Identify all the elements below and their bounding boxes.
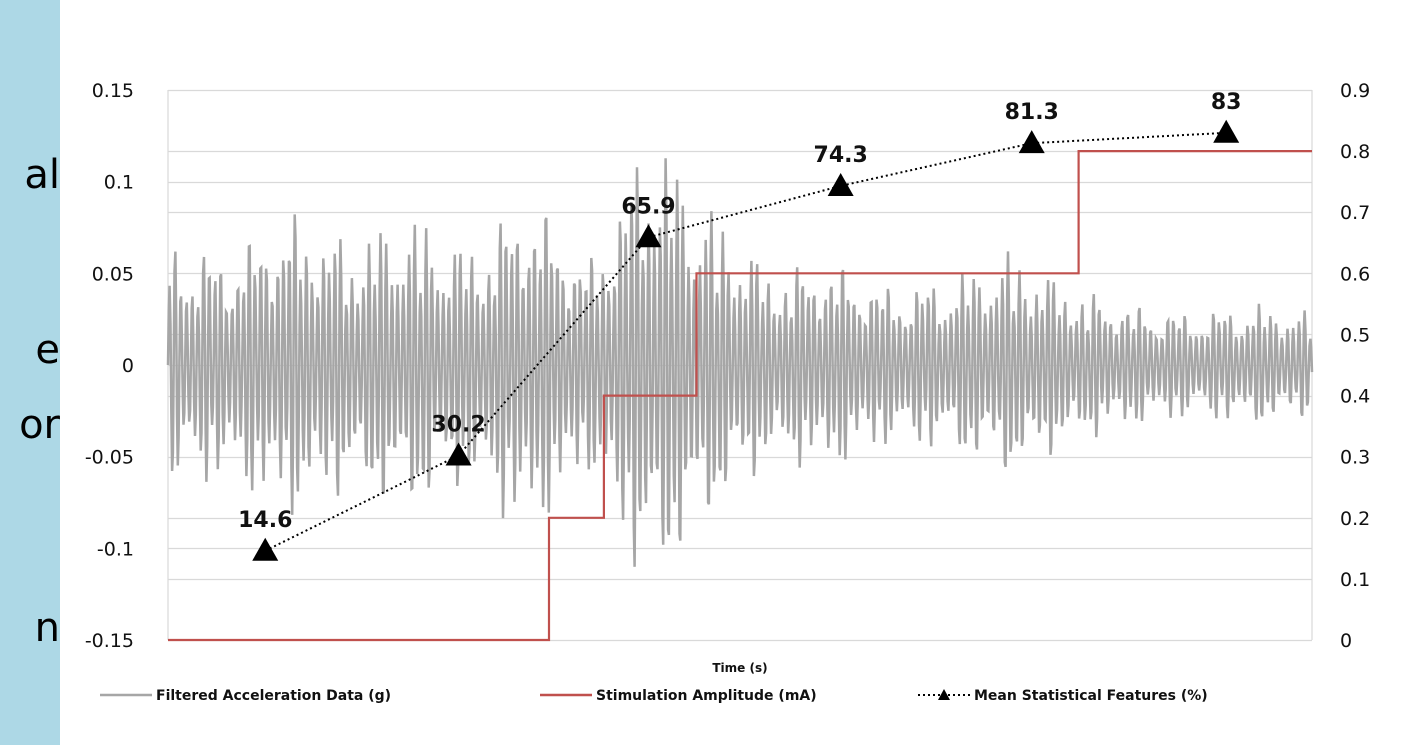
left-panel: al e or n bbox=[0, 0, 60, 745]
y-axis-left: 0.15 0.1 0.05 0 -0.05 -0.1 -0.15 bbox=[85, 80, 134, 652]
data-point-marker bbox=[445, 442, 472, 466]
y-tick-label-right: 0.9 bbox=[1340, 80, 1370, 102]
x-axis-label: Time (s) bbox=[712, 661, 767, 675]
y-tick-label-left: 0.05 bbox=[92, 263, 134, 285]
data-point-marker bbox=[1018, 130, 1045, 154]
data-point-marker bbox=[252, 537, 279, 561]
y-tick-label-right: 0.1 bbox=[1340, 569, 1370, 591]
y-tick-label-right: 0.8 bbox=[1340, 141, 1370, 163]
legend: Filtered Acceleration Data (g) Stimulatio… bbox=[100, 688, 1208, 704]
chart: 0.150.10.050-0.05-0.1-0.15 0.90.80.70.60… bbox=[85, 80, 1370, 704]
legend-label: Filtered Acceleration Data (g) bbox=[156, 688, 391, 704]
legend-marker bbox=[938, 689, 950, 700]
y-tick-label-left: -0.1 bbox=[97, 538, 134, 560]
y-tick-label-left: 0.15 bbox=[92, 80, 134, 102]
panel-text-fragment: n bbox=[34, 608, 60, 648]
y-tick-label-right: 0.3 bbox=[1340, 447, 1370, 469]
panel-text-fragment: e bbox=[35, 330, 60, 370]
y-tick-label-right: 0.2 bbox=[1340, 508, 1370, 530]
legend-label: Mean Statistical Features (%) bbox=[974, 688, 1208, 704]
data-point-marker bbox=[635, 224, 662, 248]
y-tick-label-right: 0 bbox=[1340, 630, 1352, 652]
y-tick-label-left: -0.15 bbox=[85, 630, 134, 652]
marker-group: 14.6 30.2 65.9 74.3 81.3 83 bbox=[238, 90, 1242, 561]
data-label: 14.6 bbox=[238, 508, 292, 533]
y-tick-label-left: 0 bbox=[122, 355, 134, 377]
y-tick-label-right: 0.4 bbox=[1340, 386, 1370, 408]
data-point-marker bbox=[827, 172, 854, 196]
data-label: 74.3 bbox=[814, 143, 868, 168]
data-label: 30.2 bbox=[431, 412, 485, 437]
legend-item: Mean Statistical Features (%) bbox=[918, 688, 1208, 704]
legend-item: Stimulation Amplitude (mA) bbox=[540, 688, 817, 704]
series-line-filtered-acceleration bbox=[166, 158, 1314, 567]
legend-label: Stimulation Amplitude (mA) bbox=[596, 688, 817, 704]
data-label: 83 bbox=[1211, 90, 1242, 115]
y-tick-label-right: 0.7 bbox=[1340, 202, 1370, 224]
data-label: 65.9 bbox=[621, 194, 675, 219]
y-axis-right: 0.9 0.8 0.7 0.6 0.5 0.4 0.3 0.2 0.1 0 bbox=[1340, 80, 1370, 652]
panel-text-fragment: or bbox=[19, 405, 60, 445]
y-tick-label-right: 0.6 bbox=[1340, 263, 1370, 285]
y-tick-label-right: 0.5 bbox=[1340, 324, 1370, 346]
data-label: 81.3 bbox=[1005, 100, 1059, 125]
data-point-marker bbox=[1213, 119, 1240, 143]
y-tick-label-left: -0.05 bbox=[85, 447, 134, 469]
series-line-mean-statistical-features bbox=[264, 131, 1227, 552]
y-tick-label-left: 0.1 bbox=[104, 172, 134, 194]
legend-item: Filtered Acceleration Data (g) bbox=[100, 688, 391, 704]
panel-text-fragment: al bbox=[24, 155, 60, 195]
series-line-stimulation-amplitude bbox=[168, 150, 1312, 642]
